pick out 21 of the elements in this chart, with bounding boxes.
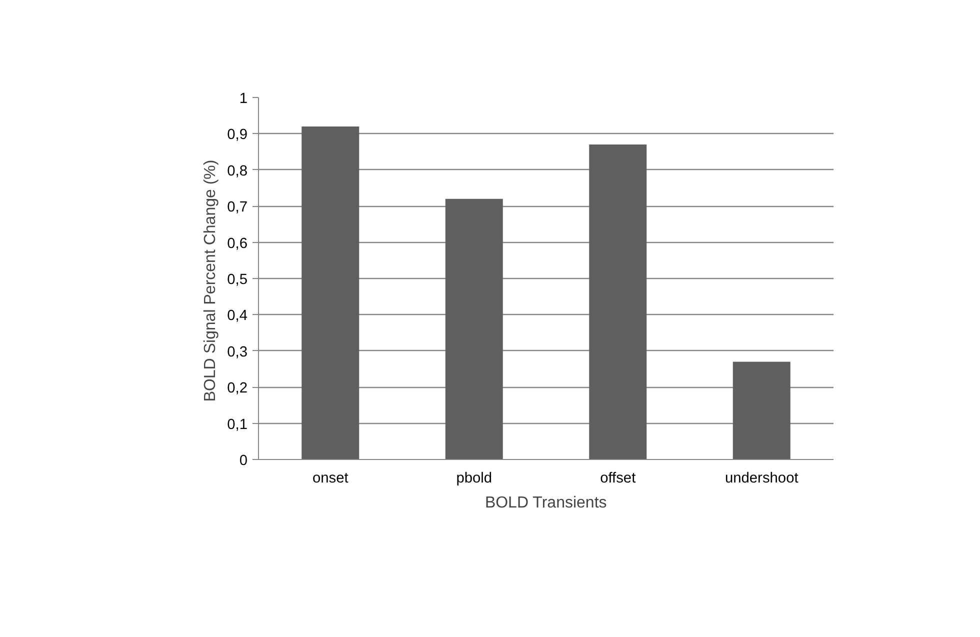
x-tick-label: offset <box>600 470 636 486</box>
x-tick-label: undershoot <box>724 470 798 486</box>
bar <box>302 126 360 460</box>
x-axis-title: BOLD Transients <box>484 494 607 512</box>
y-tick-label: 0,7 <box>227 200 248 216</box>
bar <box>589 144 647 460</box>
y-tick-label: 0 <box>239 453 248 469</box>
bar <box>732 362 790 460</box>
y-tick-label: 0,4 <box>227 308 248 324</box>
x-tick-label: pbold <box>456 470 492 486</box>
y-tick-label: 0,5 <box>227 272 248 288</box>
y-tick-label: 1 <box>239 91 248 107</box>
y-tick-label: 0,3 <box>227 344 248 360</box>
y-axis-title: BOLD Signal Percent Change (%) <box>202 160 220 402</box>
bar <box>445 198 503 460</box>
y-tick-label: 0,1 <box>227 416 248 433</box>
x-tick-label: onset <box>312 470 348 486</box>
y-tick-label: 0,8 <box>227 163 248 180</box>
y-tick-label: 0,9 <box>227 127 248 144</box>
y-tick-label: 0,6 <box>227 236 248 252</box>
y-tick-label: 0,2 <box>227 380 248 397</box>
